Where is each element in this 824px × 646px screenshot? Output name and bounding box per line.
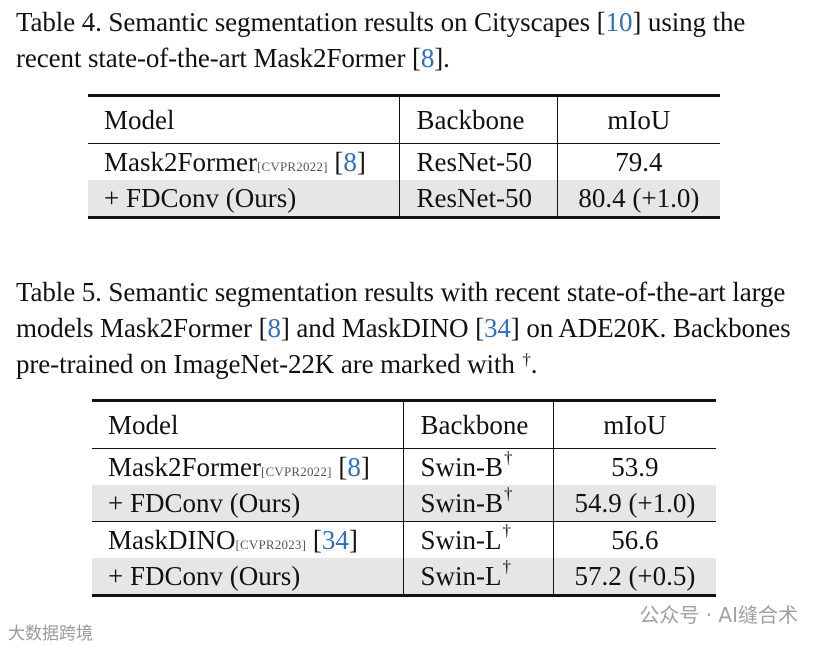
table-row: MaskDINO[CVPR2023] [34] Swin-L† 56.6 — [92, 520, 716, 558]
model-cell: Mask2Former[CVPR2022] [8] — [108, 451, 370, 482]
dagger-mark: † — [522, 350, 531, 369]
citation-link[interactable]: 8 — [267, 313, 281, 343]
header-backbone: Backbone — [399, 95, 558, 144]
model-cell: + FDConv (Ours) — [92, 485, 404, 522]
miou-cell: 53.9 — [552, 448, 716, 485]
table-row: Mask2Former[CVPR2022] [8] Swin-B† 53.9 — [92, 447, 716, 485]
watermark-left: 大数据跨境 — [8, 624, 93, 644]
table-row: + FDConv (Ours) Swin-L† 57.2 (+0.5) — [92, 556, 716, 596]
citation-link[interactable]: 34 — [483, 313, 511, 343]
backbone-cell: Swin-B† — [403, 447, 554, 485]
miou-cell: 54.9 (+1.0) — [552, 485, 716, 522]
backbone-cell: ResNet-50 — [399, 180, 558, 218]
model-cell: MaskDINO[CVPR2023] [34] — [108, 524, 358, 555]
venue-tag: [CVPR2022] — [256, 158, 328, 174]
citation-link[interactable]: 8 — [347, 451, 361, 482]
miou-cell: 80.4 (+1.0) — [556, 180, 720, 218]
header-model: Model — [108, 409, 179, 440]
backbone-cell: ResNet-50 — [399, 143, 558, 180]
table-row: + FDConv (Ours) Swin-B† 54.9 (+1.0) — [92, 483, 716, 522]
venue-tag: [CVPR2023] — [235, 536, 307, 552]
venue-tag: [CVPR2022] — [260, 463, 332, 479]
table-row: + FDConv (Ours) ResNet-50 80.4 (+1.0) — [88, 180, 720, 218]
citation-link[interactable]: 8 — [343, 146, 357, 177]
table-row: Mask2Former[CVPR2022] [8] ResNet-50 79.4 — [88, 143, 720, 180]
backbone-cell: Swin-L† — [403, 520, 554, 558]
table4: Model Backbone mIoU Mask2Former[CVPR2022… — [88, 94, 720, 219]
header-miou: mIoU — [556, 95, 720, 144]
header-model: Model — [104, 104, 175, 135]
model-cell: + FDConv (Ours) — [88, 180, 400, 218]
table5: Model Backbone mIoU Mask2Former[CVPR2022… — [92, 399, 716, 597]
dagger-mark: † — [502, 556, 511, 576]
model-cell: Mask2Former[CVPR2022] [8] — [104, 146, 366, 177]
backbone-cell: Swin-L† — [403, 556, 554, 596]
table4-caption: Table 4. Semantic segmentation results o… — [16, 7, 746, 73]
backbone-cell: Swin-B† — [403, 483, 554, 522]
citation-link[interactable]: 34 — [321, 524, 349, 555]
miou-cell: 56.6 — [552, 521, 716, 558]
header-backbone: Backbone — [403, 400, 554, 449]
dagger-mark: † — [503, 447, 513, 467]
miou-cell: 79.4 — [556, 143, 720, 180]
dagger-mark: † — [503, 483, 513, 503]
model-cell: + FDConv (Ours) — [92, 558, 404, 596]
table5-caption: Table 5. Semantic segmentation results w… — [16, 277, 791, 379]
dagger-mark: † — [502, 520, 511, 540]
header-miou: mIoU — [552, 400, 716, 449]
citation-link[interactable]: 8 — [420, 43, 435, 73]
citation-link[interactable]: 10 — [605, 7, 633, 37]
miou-cell: 57.2 (+0.5) — [552, 558, 716, 596]
watermark-right: 公众号 · AI缝合术 — [639, 603, 798, 627]
